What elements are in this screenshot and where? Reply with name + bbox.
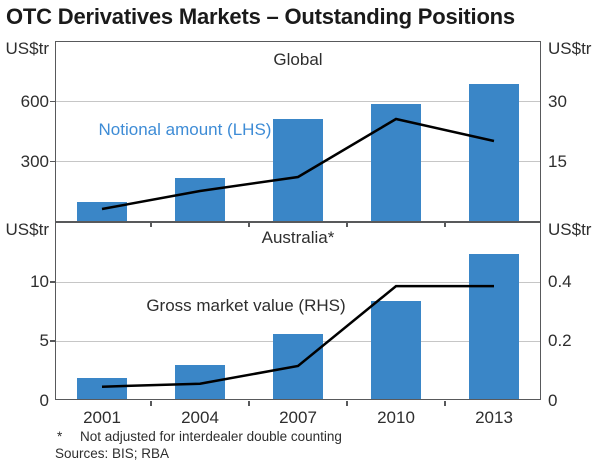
- y-axis-label-left: 300: [20, 151, 49, 171]
- axis-unit-left: US$tr: [5, 38, 49, 58]
- axis-tick-left: [50, 340, 56, 342]
- axis-unit-right: US$tr: [548, 219, 592, 239]
- x-axis-tick: [248, 401, 250, 406]
- footnote-marker: *: [57, 429, 63, 444]
- axis-tick-left: [50, 281, 56, 283]
- y-axis-label-right: 0.4: [548, 272, 572, 292]
- x-tick-2001: 2001: [83, 408, 121, 427]
- axis-unit-left: US$tr: [5, 219, 49, 239]
- y-axis-label-right: 15: [548, 151, 567, 171]
- panel-divider: [55, 221, 541, 223]
- y-axis-label-right: 0: [548, 390, 558, 410]
- y-axis-label-left: 600: [20, 91, 49, 111]
- x-axis-tick: [444, 401, 446, 406]
- chart-title: OTC Derivatives Markets – Outstanding Po…: [6, 4, 515, 29]
- legend-gross-market-value: Gross market value (RHS): [146, 296, 346, 315]
- y-axis-label-left: 5: [39, 331, 49, 351]
- axis-tick-left: [50, 160, 56, 162]
- axis-unit-right: US$tr: [548, 38, 592, 58]
- sources-text: Sources: BIS; RBA: [55, 446, 170, 461]
- x-axis-tick: [150, 401, 152, 406]
- y-axis-label-left: 0: [39, 390, 49, 410]
- gridline: [56, 281, 540, 283]
- y-axis-label-left: 10: [30, 272, 49, 292]
- gridline: [56, 101, 540, 102]
- x-tick-2004: 2004: [181, 408, 219, 427]
- y-axis-label-right: 0.2: [548, 331, 572, 351]
- x-axis-tick: [150, 222, 152, 227]
- plot-frame: [55, 41, 541, 400]
- x-axis-tick: [346, 222, 348, 227]
- footnote-text: Not adjusted for interdealer double coun…: [80, 429, 342, 444]
- x-tick-2013: 2013: [475, 408, 513, 427]
- x-axis-tick: [444, 222, 446, 227]
- x-tick-2010: 2010: [377, 408, 415, 427]
- x-axis-tick: [248, 222, 250, 227]
- legend-notional-amount: Notional amount (LHS): [98, 120, 272, 139]
- y-axis-label-right: 30: [548, 91, 567, 111]
- x-axis-tick: [346, 401, 348, 406]
- panel-title-australia: Australia*: [261, 228, 335, 247]
- x-tick-2007: 2007: [279, 408, 317, 427]
- axis-tick-left: [50, 100, 56, 102]
- panel-title-global: Global: [273, 50, 323, 69]
